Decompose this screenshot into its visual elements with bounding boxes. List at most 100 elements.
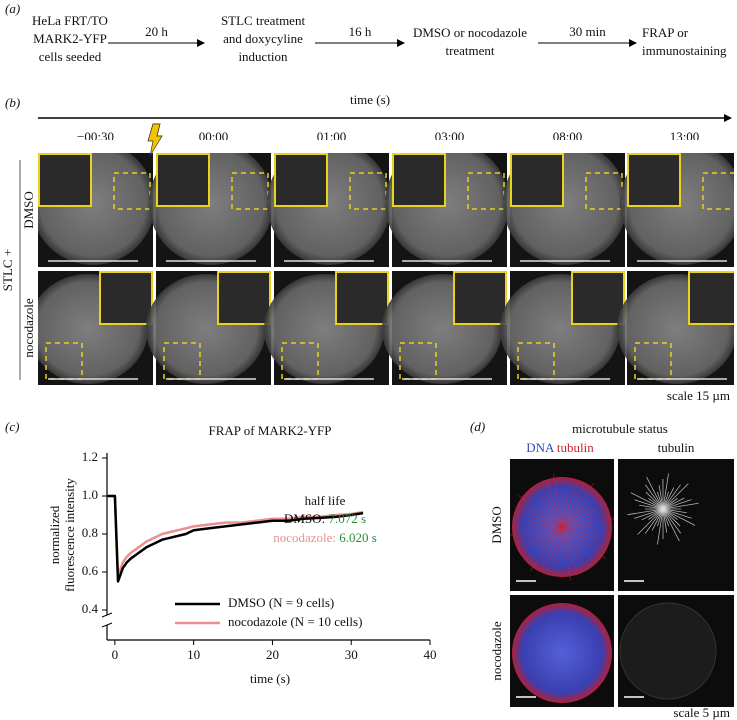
annotation-name: DMSO: — [284, 511, 325, 526]
microtubule — [561, 526, 571, 581]
inset — [335, 271, 389, 325]
image-mask — [490, 440, 510, 715]
series-line — [107, 494, 364, 583]
microtubule — [519, 504, 563, 528]
image-mask — [500, 591, 737, 595]
inset — [156, 153, 210, 207]
annotation-title: half life — [305, 493, 346, 508]
legend-label: DMSO (N = 9 cells) — [228, 595, 334, 610]
microtubule — [561, 526, 584, 549]
scale-label: scale 15 µm — [667, 388, 730, 403]
arrow-head — [197, 39, 205, 47]
roi-box — [113, 172, 151, 210]
microtubule — [561, 507, 600, 528]
microtubule — [561, 491, 568, 528]
microtubule — [529, 526, 563, 571]
microtubule — [644, 484, 664, 510]
step-text: cells seeded — [39, 49, 102, 64]
y-tick-label: 1.0 — [82, 487, 98, 502]
image-mask — [30, 267, 737, 271]
microtubule — [662, 508, 692, 519]
microtubule — [662, 508, 696, 526]
microtubule — [662, 508, 678, 520]
legend-label: nocodazole (N = 10 cells) — [228, 614, 362, 629]
step-text: and doxycyline — [223, 31, 303, 46]
panel-label: (c) — [5, 419, 19, 434]
microtubule — [561, 526, 578, 573]
group-label: STLC + — [0, 249, 15, 291]
panel-label: (d) — [470, 419, 485, 434]
axis-break — [101, 612, 113, 618]
image-mask — [500, 707, 737, 720]
microtubule — [627, 508, 664, 516]
microtubule — [639, 504, 664, 510]
microtubule — [637, 508, 664, 535]
microtubule — [561, 526, 582, 565]
series-line — [107, 494, 364, 578]
roi-box — [349, 172, 387, 210]
inset — [38, 153, 92, 207]
microtubule — [556, 526, 563, 563]
microtubule — [657, 508, 664, 545]
microtubule — [524, 526, 563, 547]
bleach-icon — [147, 123, 163, 157]
microtubule — [662, 487, 675, 510]
microtubule — [542, 489, 563, 528]
step-text: induction — [238, 49, 288, 64]
y-axis-label: normalized — [47, 505, 62, 564]
microtubule — [561, 526, 584, 557]
roi-box — [467, 172, 505, 210]
microtubule — [630, 492, 664, 510]
microtubule — [508, 526, 563, 536]
microtubule — [539, 526, 563, 570]
microtubule — [662, 508, 680, 542]
microtubule — [518, 495, 563, 528]
arrow-head — [629, 39, 637, 47]
inset — [99, 271, 153, 325]
image-mask — [734, 455, 737, 710]
microtubule — [540, 497, 563, 528]
x-axis-label: time (s) — [250, 671, 290, 686]
microtubule — [662, 508, 687, 514]
step-text: MARK2-YFP — [33, 31, 107, 46]
row-label: nocodazole — [21, 298, 36, 357]
microtubule — [657, 508, 664, 527]
microtubule — [561, 505, 592, 528]
image-bg — [618, 459, 734, 591]
row-label: DMSO — [489, 506, 504, 544]
step-text: HeLa FRT/TO — [32, 13, 108, 28]
microtubule — [648, 498, 664, 510]
microtubule — [662, 497, 685, 510]
image-mask — [30, 385, 737, 393]
microtubule — [546, 481, 563, 528]
step-text: treatment — [445, 43, 494, 58]
arrow-label: 16 h — [349, 24, 372, 39]
microtubule — [662, 499, 692, 510]
panel-label: (b) — [5, 95, 20, 110]
microtubule — [634, 508, 664, 519]
microtubule — [662, 498, 678, 510]
scale-label: scale 5 µm — [673, 705, 730, 720]
x-tick-label: 0 — [112, 647, 119, 662]
microtubule — [561, 505, 584, 528]
annotation-name: nocodazole: — [273, 530, 336, 545]
y-axis-label: fluorescence intensity — [62, 478, 77, 592]
microtubule — [548, 526, 563, 568]
microtubule — [662, 483, 689, 510]
microtubule — [648, 508, 664, 520]
microtubule — [561, 526, 606, 560]
microtubule — [540, 526, 563, 549]
microtubule — [561, 511, 608, 528]
microtubule — [561, 482, 594, 528]
step-text: immunostaining — [642, 43, 727, 58]
microtubule — [658, 485, 664, 510]
microtubule — [662, 508, 681, 534]
annotation: DMSO: 7.072 s — [284, 511, 366, 526]
microtubule — [561, 526, 603, 541]
microtubule — [532, 526, 563, 549]
microtubule — [526, 521, 563, 528]
step-text: FRAP or — [642, 25, 689, 40]
cell-outline — [619, 602, 717, 700]
inset — [688, 271, 737, 325]
